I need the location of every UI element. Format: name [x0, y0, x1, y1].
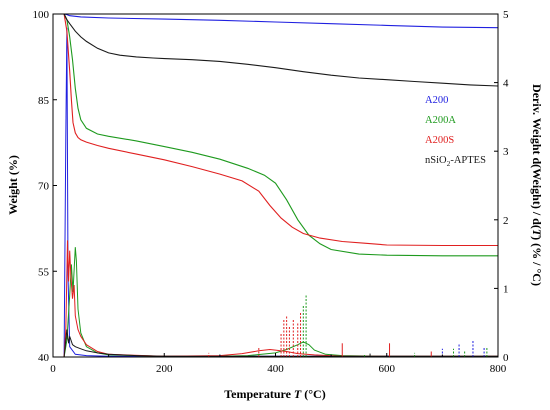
weight-line-a200s [63, 13, 498, 247]
y-tick-label: 40 [38, 352, 50, 364]
x-tick-label: 400 [267, 363, 284, 375]
y2-tick-label: 3 [503, 146, 509, 158]
plot-frame [52, 13, 499, 358]
y2-tick-label: 0 [503, 352, 509, 364]
y2-tick-label: 1 [503, 283, 509, 295]
y2-tick-label: 2 [503, 215, 509, 227]
y2-axis-label: Deriv. Weight d(Weight) / d(T) (% / °C) [530, 84, 544, 286]
weight-line-a200 [63, 13, 499, 29]
y-tick-label: 85 [38, 95, 50, 107]
x-tick-label: 600 [379, 363, 396, 375]
deriv-line-nsio2-aptes [63, 329, 498, 358]
y2-tick-label: 4 [503, 78, 509, 90]
y2-tick-label: 5 [503, 9, 509, 21]
weight-line-nsio2-aptes [63, 13, 499, 87]
y-axis-label: Weight (%) [6, 155, 20, 215]
deriv-line-a200a [63, 247, 498, 358]
legend-entry-a200: A200 [425, 95, 448, 106]
axis-ticks: 0 200 400 600 800 40 55 70 85 100 0 1 2 3 4 5 [33, 9, 510, 375]
x-tick-label: 800 [490, 363, 507, 375]
y-tick-label: 70 [38, 181, 50, 193]
x-axis-label: Temperature T (°C) [224, 387, 325, 401]
y-tick-label: 100 [33, 9, 50, 21]
legend-entry-a200a: A200A [425, 115, 456, 126]
x-tick-label: 0 [50, 363, 56, 375]
plot-series [63, 13, 499, 358]
weight-line-a200a [63, 13, 498, 257]
y-tick-label: 55 [38, 266, 50, 278]
legend: A200 A200A A200S nSiO2-APTES [425, 95, 486, 168]
legend-entry-a200s: A200S [425, 135, 454, 146]
legend-entry-nsio2-aptes: nSiO2-APTES [425, 155, 486, 168]
deriv-line-a200s [63, 240, 498, 358]
x-tick-label: 200 [156, 363, 173, 375]
